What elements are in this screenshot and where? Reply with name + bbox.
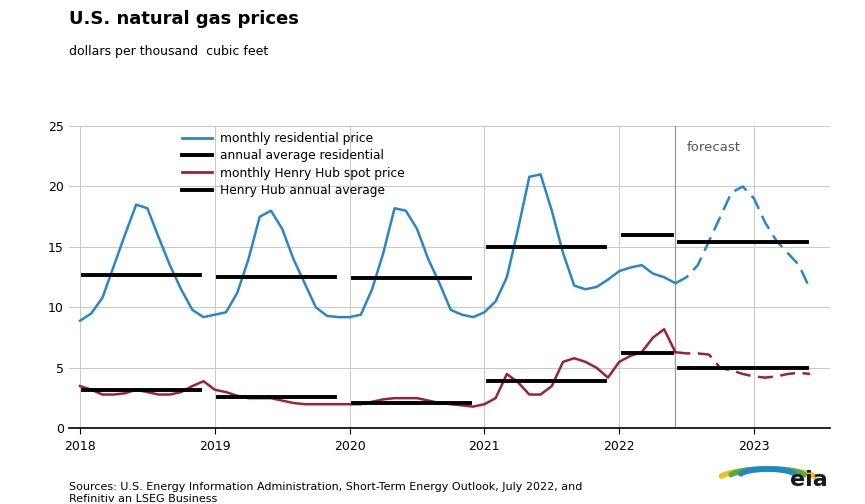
Text: dollars per thousand  cubic feet: dollars per thousand cubic feet bbox=[69, 45, 268, 58]
Text: eia: eia bbox=[790, 470, 828, 490]
Text: forecast: forecast bbox=[686, 141, 740, 154]
Text: U.S. natural gas prices: U.S. natural gas prices bbox=[69, 10, 299, 28]
Text: Sources: U.S. Energy Information Administration, Short-Term Energy Outlook, July: Sources: U.S. Energy Information Adminis… bbox=[69, 482, 582, 504]
Legend: monthly residential price, annual average residential, monthly Henry Hub spot pr: monthly residential price, annual averag… bbox=[182, 132, 405, 197]
